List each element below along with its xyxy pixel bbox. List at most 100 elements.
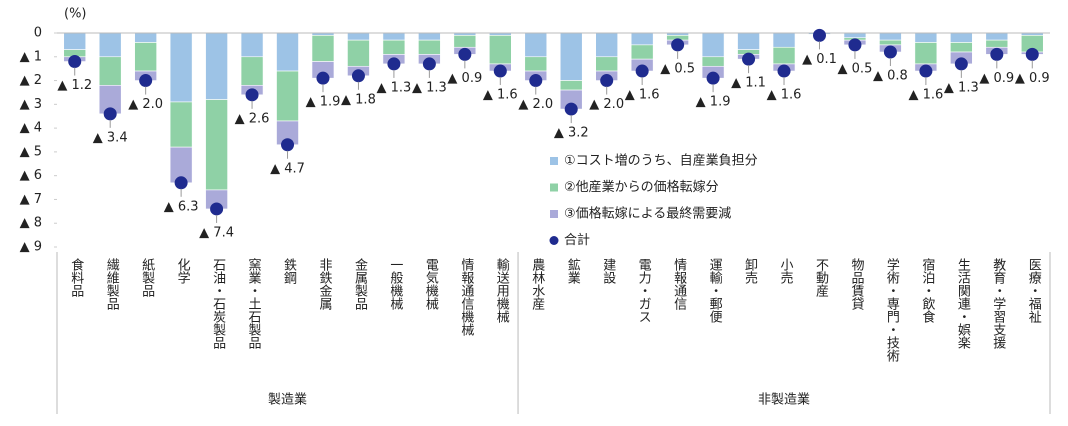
x-tick-label: 小売 (778, 258, 794, 285)
bar-segment (631, 33, 653, 45)
legend-marker (550, 236, 559, 245)
bar-segment (773, 33, 795, 47)
bar-segment (560, 33, 582, 81)
total-dot (1026, 48, 1039, 61)
total-dot (246, 88, 259, 101)
y-tick-label: ▲ 4 (20, 121, 42, 136)
total-label: ▲ 1.6 (767, 88, 802, 103)
total-label: ▲ 6.3 (164, 199, 199, 214)
bar-segment (99, 33, 121, 57)
x-tick-label: 学術・専門・技術 (884, 257, 900, 363)
x-tick-label: 食料品 (68, 257, 84, 297)
x-tick-label: 鉱業 (565, 257, 581, 284)
total-dot (387, 57, 400, 70)
bar-segment (64, 33, 86, 50)
bar-segment (915, 43, 937, 64)
total-dot (565, 103, 578, 116)
total-dot (423, 57, 436, 70)
bar-segment (596, 57, 618, 71)
bar-segment (383, 40, 405, 54)
x-tick-label: 宿泊・飲食 (919, 257, 935, 323)
group-label: 非製造業 (758, 392, 810, 408)
bar-segment (773, 47, 795, 64)
total-dot (458, 48, 471, 61)
bar-segment (99, 57, 121, 86)
bar-segment (241, 33, 263, 57)
total-dot (281, 138, 294, 151)
x-tick-label: 建設 (600, 258, 616, 284)
total-dot (742, 53, 755, 66)
x-tick-label: 電力・ガス (636, 258, 652, 323)
total-dot (990, 48, 1003, 61)
x-tick-label: 金属製品 (352, 257, 368, 310)
x-tick-label: 情報通信 (671, 258, 687, 310)
total-label: ▲ 3.2 (554, 126, 589, 141)
x-tick-label: 紙製品 (139, 258, 155, 297)
bar-segment (241, 57, 263, 86)
total-label: ▲ 1.9 (696, 95, 731, 110)
total-label: ▲ 0.1 (802, 52, 837, 67)
bar-segment (986, 33, 1008, 40)
bar-segment (206, 100, 228, 190)
bar-segment (206, 33, 228, 100)
bar-segment (383, 33, 405, 40)
total-label: ▲ 0.5 (660, 61, 695, 76)
legend-label: ③価格転嫁による最終需要減 (564, 206, 731, 222)
legend-marker (550, 184, 558, 192)
legend-marker (550, 210, 558, 218)
bar-segment (418, 40, 440, 54)
bar-segment (454, 35, 476, 47)
y-tick-label: ▲ 2 (20, 73, 42, 88)
bar-segment (915, 33, 937, 43)
bar-segment (347, 33, 369, 40)
total-label: ▲ 0.9 (979, 71, 1014, 86)
total-dot (636, 65, 649, 78)
total-dot (494, 65, 507, 78)
y-tick-label: ▲ 9 (20, 240, 42, 255)
total-label: ▲ 0.5 (838, 61, 873, 76)
y-tick-label: 0 (34, 26, 42, 41)
bar-segment (702, 57, 724, 67)
y-tick-label: ▲ 5 (20, 144, 42, 159)
bar-segment (986, 40, 1008, 47)
total-label: ▲ 1.8 (341, 92, 376, 107)
x-tick-label: 繊維製品 (104, 257, 120, 310)
x-tick-label: 輸送用機械 (494, 258, 510, 323)
bar-segment (170, 33, 192, 102)
x-tick-label: 非鉄金属 (316, 258, 332, 311)
bar-segment (738, 33, 760, 50)
x-tick-label: 医療・福祉 (1026, 258, 1042, 324)
bar-segment (170, 102, 192, 147)
bar-segment (560, 81, 582, 91)
y-tick-label: ▲ 3 (20, 97, 42, 112)
total-dot (778, 65, 791, 78)
total-dot (352, 69, 365, 82)
total-label: ▲ 1.2 (57, 78, 92, 93)
legend-label: 合計 (564, 232, 590, 248)
total-label: ▲ 2.0 (589, 97, 624, 112)
total-label: ▲ 1.3 (412, 80, 447, 95)
bar-segment (596, 33, 618, 57)
total-label: ▲ 2.6 (235, 111, 270, 126)
bar-segment (135, 33, 157, 43)
total-dot (316, 72, 329, 85)
y-tick-label: ▲ 6 (20, 168, 42, 183)
legend-label: ①コスト増のうち、自産業負担分 (564, 153, 758, 169)
total-dot (529, 74, 542, 87)
bar-segment (312, 35, 334, 61)
bar-segment (525, 33, 547, 57)
total-dot (600, 74, 613, 87)
total-dot (68, 55, 81, 68)
total-label: ▲ 3.4 (93, 130, 128, 145)
bar-segment (844, 33, 866, 38)
x-tick-label: 教育・学習支援 (990, 257, 1006, 349)
y-tick-label: ▲ 1 (20, 49, 42, 64)
bar-segment (347, 40, 369, 66)
total-label: ▲ 2.0 (128, 97, 163, 112)
total-label: ▲ 7.4 (199, 225, 234, 240)
total-label: ▲ 1.3 (377, 80, 412, 95)
bar-segment (631, 45, 653, 59)
x-tick-label: 不動産 (813, 258, 829, 298)
bar-segment (950, 33, 972, 43)
total-dot (955, 57, 968, 70)
